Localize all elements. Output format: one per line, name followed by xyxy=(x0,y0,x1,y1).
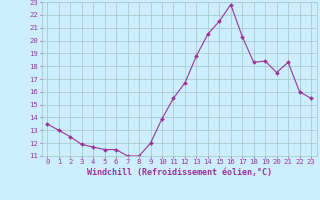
X-axis label: Windchill (Refroidissement éolien,°C): Windchill (Refroidissement éolien,°C) xyxy=(87,168,272,177)
